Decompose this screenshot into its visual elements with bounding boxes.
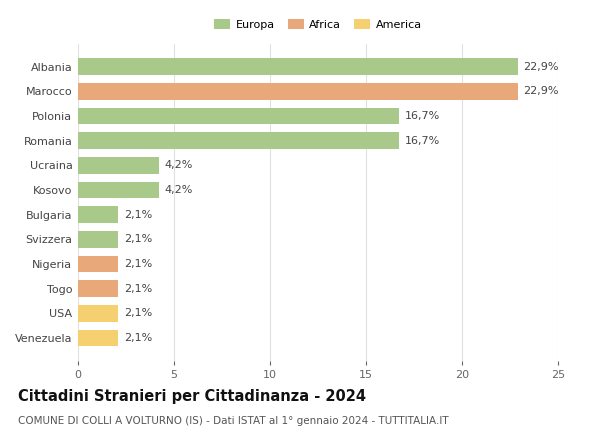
Bar <box>78 83 518 100</box>
Text: 22,9%: 22,9% <box>523 62 559 72</box>
Text: COMUNE DI COLLI A VOLTURNO (IS) - Dati ISTAT al 1° gennaio 2024 - TUTTITALIA.IT: COMUNE DI COLLI A VOLTURNO (IS) - Dati I… <box>18 416 449 426</box>
Text: 2,1%: 2,1% <box>124 235 152 244</box>
Text: Cittadini Stranieri per Cittadinanza - 2024: Cittadini Stranieri per Cittadinanza - 2… <box>18 389 366 404</box>
Text: 22,9%: 22,9% <box>523 86 559 96</box>
Text: 16,7%: 16,7% <box>404 111 440 121</box>
Bar <box>78 280 118 297</box>
Bar <box>78 182 158 198</box>
Legend: Europa, Africa, America: Europa, Africa, America <box>214 19 422 29</box>
Text: 4,2%: 4,2% <box>164 185 193 195</box>
Bar <box>78 256 118 272</box>
Text: 2,1%: 2,1% <box>124 333 152 343</box>
Bar <box>78 206 118 223</box>
Bar <box>78 231 118 248</box>
Text: 4,2%: 4,2% <box>164 161 193 170</box>
Text: 2,1%: 2,1% <box>124 308 152 319</box>
Bar <box>78 59 518 75</box>
Text: 2,1%: 2,1% <box>124 284 152 294</box>
Text: 16,7%: 16,7% <box>404 136 440 146</box>
Text: 2,1%: 2,1% <box>124 210 152 220</box>
Bar <box>78 157 158 174</box>
Bar <box>78 132 398 149</box>
Bar <box>78 108 398 125</box>
Bar <box>78 330 118 346</box>
Text: 2,1%: 2,1% <box>124 259 152 269</box>
Bar <box>78 305 118 322</box>
